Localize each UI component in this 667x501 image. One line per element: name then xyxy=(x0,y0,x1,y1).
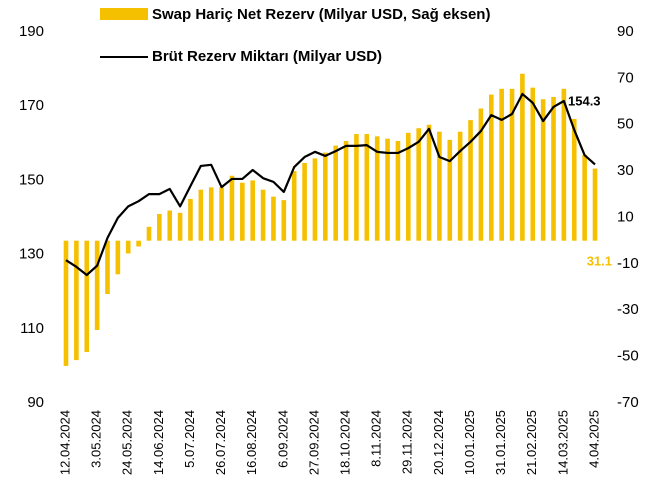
bar xyxy=(312,158,318,241)
bar xyxy=(468,120,473,241)
bar xyxy=(561,88,567,241)
bar xyxy=(105,240,110,295)
x-tick-label: 14.03.2025 xyxy=(555,410,570,475)
bar xyxy=(219,187,224,241)
bar xyxy=(333,145,338,241)
legend-swatch-bar xyxy=(100,8,148,20)
y2-tick-label: -50 xyxy=(617,348,639,365)
bar xyxy=(447,139,453,241)
bar xyxy=(157,214,162,241)
x-tick-label: 16.08.2024 xyxy=(244,410,259,475)
bar xyxy=(94,240,100,330)
bar xyxy=(499,88,504,241)
bar xyxy=(281,200,287,241)
data-label: 154.3 xyxy=(568,93,601,108)
bar xyxy=(198,189,204,241)
y-tick-label: 190 xyxy=(19,23,44,40)
bar xyxy=(540,99,546,241)
bar xyxy=(488,94,494,241)
y-tick-label: 170 xyxy=(19,97,44,114)
y-tick-label: 130 xyxy=(19,246,44,263)
bar xyxy=(405,132,411,241)
bar xyxy=(74,240,79,361)
bar xyxy=(115,240,121,275)
y2-tick-label: 50 xyxy=(617,116,634,133)
bar xyxy=(260,189,266,241)
x-tick-label: 4.04.2025 xyxy=(586,410,601,468)
legend-label: Brüt Rezerv Miktarı (Milyar USD) xyxy=(152,48,382,65)
x-tick-label: 31.01.2025 xyxy=(493,410,508,475)
bar xyxy=(323,152,328,241)
bar xyxy=(343,140,349,241)
bar xyxy=(520,73,525,241)
y-tick-label: 150 xyxy=(19,171,44,188)
x-tick-label: 5.07.2024 xyxy=(182,410,197,468)
x-tick-label: 26.07.2024 xyxy=(213,410,228,475)
bar xyxy=(136,240,141,247)
y2-tick-label: 10 xyxy=(617,208,634,225)
y-tick-label: 90 xyxy=(27,394,44,411)
y2-tick-label: 30 xyxy=(617,162,634,179)
bar xyxy=(229,175,235,241)
bar xyxy=(291,171,297,241)
bar xyxy=(63,240,69,366)
x-tick-label: 12.04.2024 xyxy=(57,410,72,475)
bar xyxy=(271,196,276,241)
data-label: 31.1 xyxy=(587,253,612,268)
bar xyxy=(146,226,152,241)
x-tick-label: 3.05.2024 xyxy=(89,410,104,468)
bar xyxy=(592,168,598,241)
x-tick-label: 27.09.2024 xyxy=(306,410,321,475)
bar xyxy=(582,154,587,241)
x-tick-label: 14.06.2024 xyxy=(151,410,166,475)
bar xyxy=(84,240,90,352)
bar xyxy=(551,96,556,241)
bar xyxy=(571,118,577,241)
bar xyxy=(457,131,463,241)
x-tick-label: 10.01.2025 xyxy=(462,410,477,475)
bar xyxy=(509,88,515,241)
bar xyxy=(177,212,183,241)
x-tick-label: 21.02.2025 xyxy=(524,410,539,475)
bar xyxy=(167,210,173,241)
y2-tick-label: -70 xyxy=(617,394,639,411)
bar xyxy=(302,163,307,241)
y-tick-label: 110 xyxy=(20,320,44,337)
x-tick-label: 18.10.2024 xyxy=(337,410,352,475)
x-tick-label: 29.11.2024 xyxy=(400,410,415,474)
bar xyxy=(530,87,536,241)
bar xyxy=(437,131,442,241)
y2-tick-label: -10 xyxy=(617,255,639,272)
bar xyxy=(240,182,245,241)
y2-tick-label: 70 xyxy=(617,69,634,86)
x-tick-label: 8.11.2024 xyxy=(369,410,384,467)
bar xyxy=(354,134,359,241)
bar xyxy=(188,198,193,241)
bar xyxy=(385,138,390,241)
line xyxy=(65,92,596,277)
y2-tick-label: 90 xyxy=(617,23,634,40)
bar xyxy=(374,136,380,241)
legend-label: Swap Hariç Net Rezerv (Milyar USD, Sağ e… xyxy=(152,6,490,23)
bar xyxy=(208,187,214,241)
x-tick-label: 6.09.2024 xyxy=(275,410,290,468)
bar xyxy=(426,124,432,241)
bar xyxy=(478,108,484,241)
x-tick-label: 24.05.2024 xyxy=(120,410,135,475)
bar xyxy=(395,140,401,241)
y2-tick-label: -30 xyxy=(617,301,639,318)
x-tick-label: 20.12.2024 xyxy=(431,410,446,475)
bar xyxy=(250,180,256,241)
bar xyxy=(364,134,370,241)
bar xyxy=(416,128,421,241)
bar xyxy=(125,240,131,254)
